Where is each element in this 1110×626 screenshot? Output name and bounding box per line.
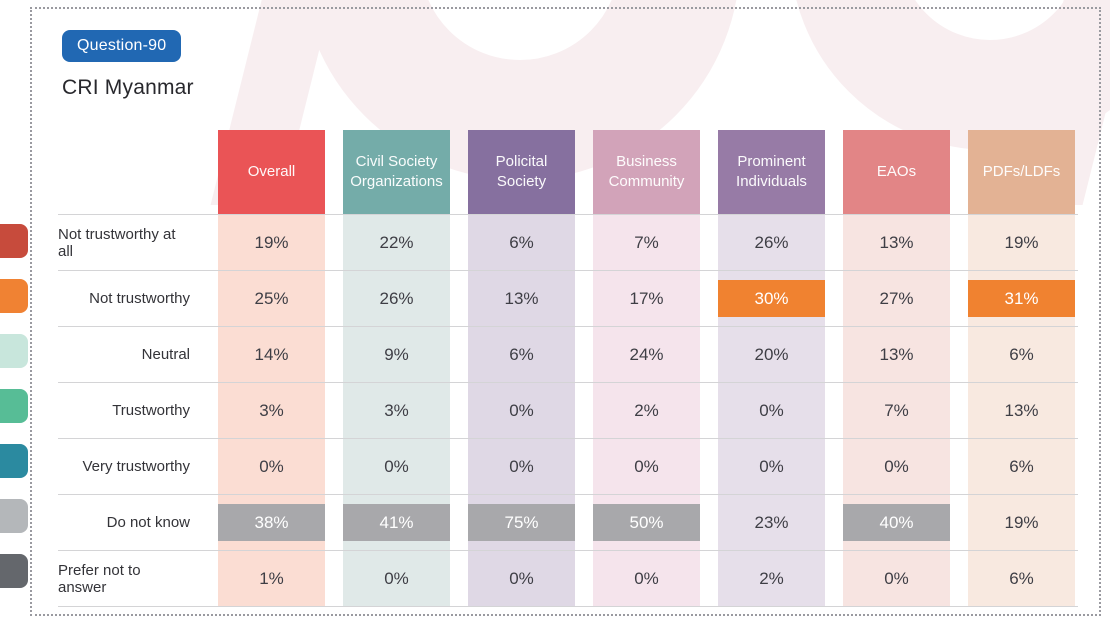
value-cell: 23% <box>718 495 825 550</box>
legend-chip-not-trustworthy-at-all <box>0 224 28 258</box>
table-row-trustworthy: Trustworthy 3% 3% 0% 2% 0% 7% 13% <box>58 383 1078 439</box>
value-cell: 0% <box>343 551 450 606</box>
value-cell: 9% <box>343 327 450 382</box>
table-body: Not trustworthy at all 19% 22% 6% 7% 26% 13% 19… <box>58 214 1078 607</box>
value-cell: 19% <box>218 215 325 270</box>
value-cell: 6% <box>968 439 1075 494</box>
row-label: Prefer not to answer <box>58 561 141 596</box>
value-cell: 3% <box>218 383 325 438</box>
highlighted-value-gray: 41% <box>343 504 450 541</box>
value-cell: 0% <box>468 439 575 494</box>
value-cell: 0% <box>468 383 575 438</box>
value-cell: 0% <box>218 439 325 494</box>
column-header-business-community: Business Community <box>593 130 700 214</box>
value-cell: 6% <box>968 551 1075 606</box>
value-cell: 20% <box>718 327 825 382</box>
highlighted-value-gray: 40% <box>843 504 950 541</box>
value-cell: 19% <box>968 215 1075 270</box>
table-row-not-trustworthy: Not trustworthy 25% 26% 13% 17% 30% 27% 31% <box>58 271 1078 327</box>
value-cell: 22% <box>343 215 450 270</box>
value-cell: 13% <box>468 271 575 326</box>
value-cell: 14% <box>218 327 325 382</box>
value-cell: 24% <box>593 327 700 382</box>
value-cell: 6% <box>468 215 575 270</box>
row-label: Neutral <box>141 346 190 363</box>
table-header-row: Overall Civil Society Organizations Polici… <box>58 130 1078 214</box>
legend-chip-not-trustworthy <box>0 279 28 313</box>
row-label: Not trustworthy <box>89 290 190 307</box>
highlighted-value-orange: 30% <box>718 280 825 317</box>
value-cell: 0% <box>718 439 825 494</box>
value-cell: 41% <box>343 495 450 550</box>
highlighted-value-gray: 75% <box>468 504 575 541</box>
legend-chip-prefer-not-to-answer <box>0 554 28 588</box>
row-label: Very trustworthy <box>82 458 190 475</box>
value-cell: 13% <box>843 327 950 382</box>
highlighted-value-gray: 50% <box>593 504 700 541</box>
value-cell: 25% <box>218 271 325 326</box>
table-row-prefer-not-to-answer: Prefer not to answer 1% 0% 0% 0% 2% 0% 6% <box>58 551 1078 607</box>
value-cell: 30% <box>718 271 825 326</box>
value-cell: 27% <box>843 271 950 326</box>
value-cell: 0% <box>343 439 450 494</box>
column-header-prominent-individuals: Prominent Individuals <box>718 130 825 214</box>
table-row-very-trustworthy: Very trustworthy 0% 0% 0% 0% 0% 0% 6% <box>58 439 1078 495</box>
value-cell: 1% <box>218 551 325 606</box>
value-cell: 31% <box>968 271 1075 326</box>
row-label: Trustworthy <box>112 402 190 419</box>
column-header-overall: Overall <box>218 130 325 214</box>
column-header-eaos: EAOs <box>843 130 950 214</box>
value-cell: 0% <box>843 551 950 606</box>
value-cell: 0% <box>593 439 700 494</box>
value-cell: 50% <box>593 495 700 550</box>
value-cell: 26% <box>718 215 825 270</box>
legend-chip-trustworthy <box>0 389 28 423</box>
row-label: Not trustworthy at all <box>58 225 176 260</box>
legend-chip-do-not-know <box>0 499 28 533</box>
value-cell: 6% <box>968 327 1075 382</box>
legend-chip-very-trustworthy <box>0 444 28 478</box>
column-header-pdfs-ldfs: PDFs/LDFs <box>968 130 1075 214</box>
column-header-civil-society-organizations: Civil Society Organizations <box>343 130 450 214</box>
value-cell: 2% <box>593 383 700 438</box>
value-cell: 0% <box>718 383 825 438</box>
value-cell: 0% <box>468 551 575 606</box>
value-cell: 13% <box>843 215 950 270</box>
value-cell: 7% <box>843 383 950 438</box>
column-header-policital-society: Policital Society <box>468 130 575 214</box>
value-cell: 7% <box>593 215 700 270</box>
highlighted-value-gray: 38% <box>218 504 325 541</box>
value-cell: 0% <box>593 551 700 606</box>
value-cell: 26% <box>343 271 450 326</box>
value-cell: 40% <box>843 495 950 550</box>
question-badge: Question-90 <box>62 30 182 62</box>
legend-chip-neutral <box>0 334 28 368</box>
value-cell: 3% <box>343 383 450 438</box>
row-label: Do not know <box>106 514 190 531</box>
highlighted-value-orange: 31% <box>968 280 1075 317</box>
value-cell: 75% <box>468 495 575 550</box>
table-row-do-not-know: Do not know 38% 41% 75% 50% 23% 40% 19% <box>58 495 1078 551</box>
value-cell: 19% <box>968 495 1075 550</box>
table-row-neutral: Neutral 14% 9% 6% 24% 20% 13% 6% <box>58 327 1078 383</box>
page-title: CRI Myanmar <box>62 76 194 99</box>
header-spacer <box>58 130 200 214</box>
value-cell: 38% <box>218 495 325 550</box>
table-row-not-trustworthy-at-all: Not trustworthy at all 19% 22% 6% 7% 26% 13% 19… <box>58 214 1078 271</box>
results-table: Overall Civil Society Organizations Polici… <box>58 130 1078 607</box>
value-cell: 0% <box>843 439 950 494</box>
value-cell: 2% <box>718 551 825 606</box>
value-cell: 6% <box>468 327 575 382</box>
value-cell: 13% <box>968 383 1075 438</box>
value-cell: 17% <box>593 271 700 326</box>
dotted-border-frame <box>30 7 1101 616</box>
